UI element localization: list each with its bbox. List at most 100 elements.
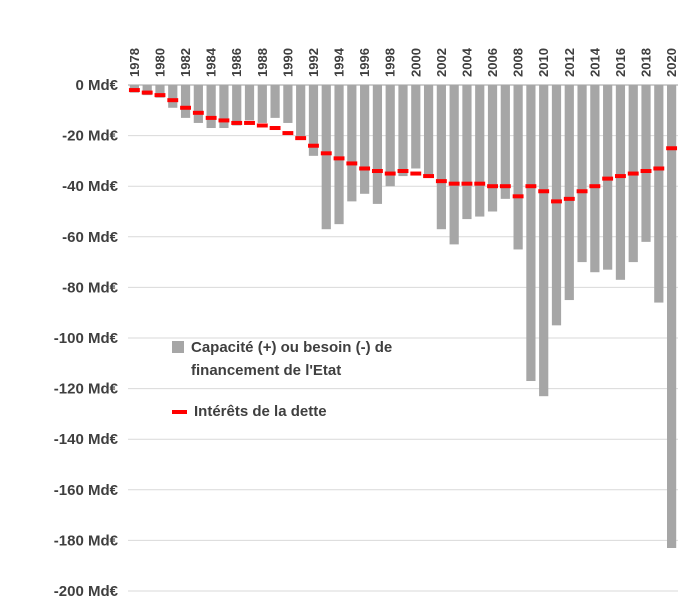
bar-2014 <box>590 85 600 273</box>
y-tick-label: -100 Md€ <box>54 330 119 347</box>
y-tick-label: -80 Md€ <box>62 279 119 296</box>
dash-marker-2009 <box>525 184 537 189</box>
dash-marker-1988 <box>256 123 268 128</box>
dash-marker-2003 <box>448 181 460 186</box>
dash-marker-1993 <box>320 151 332 156</box>
dash-marker-1981 <box>167 98 179 103</box>
x-tick-label: 2020 <box>664 48 679 77</box>
bar-2010 <box>539 85 549 397</box>
chart-legend: Capacité (+) ou besoin (-) de financemen… <box>172 336 392 423</box>
y-tick-label: -180 Md€ <box>54 532 119 549</box>
bar-1986 <box>232 85 242 126</box>
x-tick-label: 1984 <box>204 47 219 77</box>
bar-1984 <box>206 85 216 129</box>
x-tick-label: 2000 <box>408 48 423 77</box>
legend-label-capacite-line1: Capacité (+) ou besoin (-) de <box>191 339 393 356</box>
bar-2018 <box>641 85 651 242</box>
dash-marker-1980 <box>154 93 166 98</box>
x-tick-label: 1978 <box>127 48 142 77</box>
bar-2003 <box>449 85 459 245</box>
bar-1989 <box>270 85 280 118</box>
bar-1987 <box>244 85 255 121</box>
dash-marker-2013 <box>576 189 588 194</box>
dash-marker-2011 <box>551 199 562 204</box>
bar-1981 <box>168 85 178 108</box>
bar-1996 <box>360 85 370 194</box>
bar-1991 <box>296 85 306 139</box>
bar-1990 <box>283 85 293 123</box>
bar-1999 <box>398 85 408 177</box>
x-tick-label: 2010 <box>536 48 551 77</box>
bar-1997 <box>372 85 383 204</box>
y-tick-label: -20 Md€ <box>62 128 119 145</box>
dash-marker-1982 <box>180 105 191 110</box>
dash-marker-2012 <box>563 196 575 201</box>
dash-marker-2006 <box>487 184 498 189</box>
bar-2004 <box>462 85 472 220</box>
y-tick-label: -160 Md€ <box>54 482 119 499</box>
bar-2002 <box>436 85 446 230</box>
dash-marker-2001 <box>423 174 435 179</box>
x-tick-label: 1992 <box>306 48 321 77</box>
dash-marker-1991 <box>295 136 307 141</box>
dash-marker-1998 <box>384 171 396 176</box>
x-tick-label: 2008 <box>511 48 526 77</box>
bar-1988 <box>257 85 267 123</box>
dash-marker-1978 <box>128 88 140 93</box>
dash-marker-2004 <box>461 181 473 186</box>
bar-2013 <box>577 85 587 263</box>
x-tick-label: 1990 <box>280 48 295 77</box>
dash-marker-1997 <box>371 169 383 174</box>
dash-marker-2002 <box>435 179 447 184</box>
x-tick-label: 1980 <box>152 48 167 77</box>
bar-1985 <box>219 85 229 129</box>
legend-label-capacite-line2: financement de l'Etat <box>191 362 342 379</box>
dash-marker-1979 <box>141 90 153 95</box>
bar-2012 <box>564 85 574 301</box>
bar-1995 <box>347 85 357 202</box>
dash-marker-1999 <box>397 169 409 174</box>
bar-2006 <box>487 85 498 212</box>
y-tick-label: -60 Md€ <box>62 229 119 246</box>
legend-label-capacite: Capacité (+) ou besoin (-) de financemen… <box>191 336 392 382</box>
x-tick-label: 2006 <box>485 48 500 77</box>
dash-marker-1990 <box>282 131 294 136</box>
y-tick-label: -40 Md€ <box>62 178 119 195</box>
dash-marker-1986 <box>231 120 243 125</box>
bar-2005 <box>475 85 485 217</box>
x-tick-label: 2004 <box>459 47 474 77</box>
bar-1998 <box>385 85 395 187</box>
y-tick-label: -200 Md€ <box>54 583 119 600</box>
bar-2001 <box>423 85 434 177</box>
bar-1994 <box>334 85 344 225</box>
bar-1980 <box>155 85 165 98</box>
bar-1992 <box>308 85 319 156</box>
bar-2000 <box>411 85 421 169</box>
x-tick-label: 1986 <box>229 48 244 77</box>
bar-1993 <box>321 85 331 230</box>
dash-marker-1995 <box>346 161 358 166</box>
x-tick-label: 1982 <box>178 48 193 77</box>
dash-marker-2000 <box>410 171 422 176</box>
dash-marker-1985 <box>218 118 230 123</box>
bar-2020 <box>667 85 677 548</box>
bar-2008 <box>513 85 523 250</box>
x-tick-label: 1998 <box>383 48 398 77</box>
bar-2011 <box>551 85 562 326</box>
dash-marker-1996 <box>359 166 371 171</box>
x-tick-label: 1996 <box>357 48 372 77</box>
x-tick-label: 2014 <box>587 47 602 77</box>
dash-marker-2017 <box>627 171 639 176</box>
dash-marker-2016 <box>615 174 626 179</box>
dash-marker-2019 <box>653 166 665 171</box>
dash-marker-1994 <box>333 156 345 161</box>
dash-marker-2007 <box>499 184 511 189</box>
dash-marker-1984 <box>205 115 217 120</box>
dash-marker-2008 <box>512 194 524 199</box>
x-tick-label: 1994 <box>332 47 347 77</box>
dash-marker-1983 <box>192 110 204 115</box>
dash-marker-2014 <box>589 184 601 189</box>
dash-marker-2018 <box>640 169 652 174</box>
